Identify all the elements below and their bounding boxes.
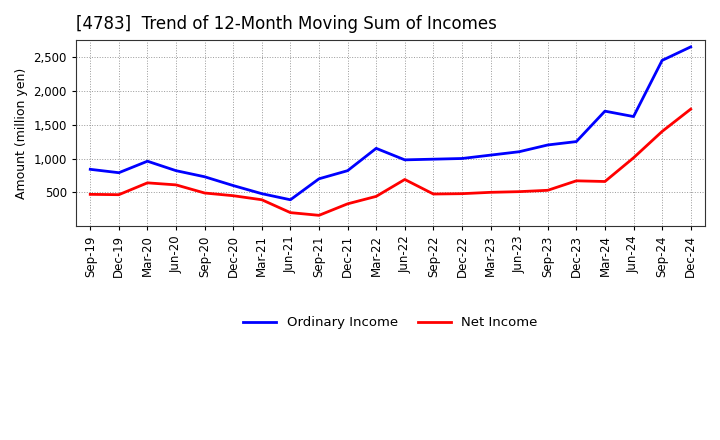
Ordinary Income [286, 197, 294, 202]
Ordinary Income [515, 149, 523, 154]
Net Income [544, 187, 552, 193]
Ordinary Income [315, 176, 323, 181]
Y-axis label: Amount (million yen): Amount (million yen) [15, 67, 28, 199]
Net Income [229, 193, 238, 198]
Net Income [258, 197, 266, 202]
Ordinary Income [258, 191, 266, 196]
Net Income [658, 129, 667, 134]
Net Income [200, 191, 209, 196]
Net Income [286, 210, 294, 215]
Ordinary Income [658, 58, 667, 63]
Line: Net Income: Net Income [90, 109, 690, 215]
Net Income [600, 179, 609, 184]
Net Income [143, 180, 152, 186]
Line: Ordinary Income: Ordinary Income [90, 47, 690, 200]
Net Income [686, 106, 695, 112]
Text: [4783]  Trend of 12-Month Moving Sum of Incomes: [4783] Trend of 12-Month Moving Sum of I… [76, 15, 497, 33]
Net Income [572, 178, 580, 183]
Ordinary Income [372, 146, 380, 151]
Net Income [429, 191, 438, 197]
Ordinary Income [114, 170, 123, 176]
Ordinary Income [572, 139, 580, 144]
Net Income [458, 191, 467, 196]
Ordinary Income [86, 167, 94, 172]
Net Income [171, 182, 180, 187]
Ordinary Income [171, 168, 180, 173]
Net Income [343, 201, 352, 206]
Net Income [372, 194, 380, 199]
Ordinary Income [458, 156, 467, 161]
Ordinary Income [629, 114, 638, 119]
Net Income [400, 177, 409, 182]
Ordinary Income [343, 168, 352, 173]
Ordinary Income [686, 44, 695, 50]
Net Income [114, 192, 123, 197]
Net Income [86, 192, 94, 197]
Net Income [315, 213, 323, 218]
Ordinary Income [400, 157, 409, 162]
Ordinary Income [486, 153, 495, 158]
Ordinary Income [429, 157, 438, 162]
Ordinary Income [229, 183, 238, 188]
Ordinary Income [544, 142, 552, 147]
Net Income [486, 190, 495, 195]
Ordinary Income [200, 174, 209, 180]
Net Income [515, 189, 523, 194]
Legend: Ordinary Income, Net Income: Ordinary Income, Net Income [238, 311, 543, 334]
Net Income [629, 155, 638, 161]
Ordinary Income [143, 158, 152, 164]
Ordinary Income [600, 109, 609, 114]
